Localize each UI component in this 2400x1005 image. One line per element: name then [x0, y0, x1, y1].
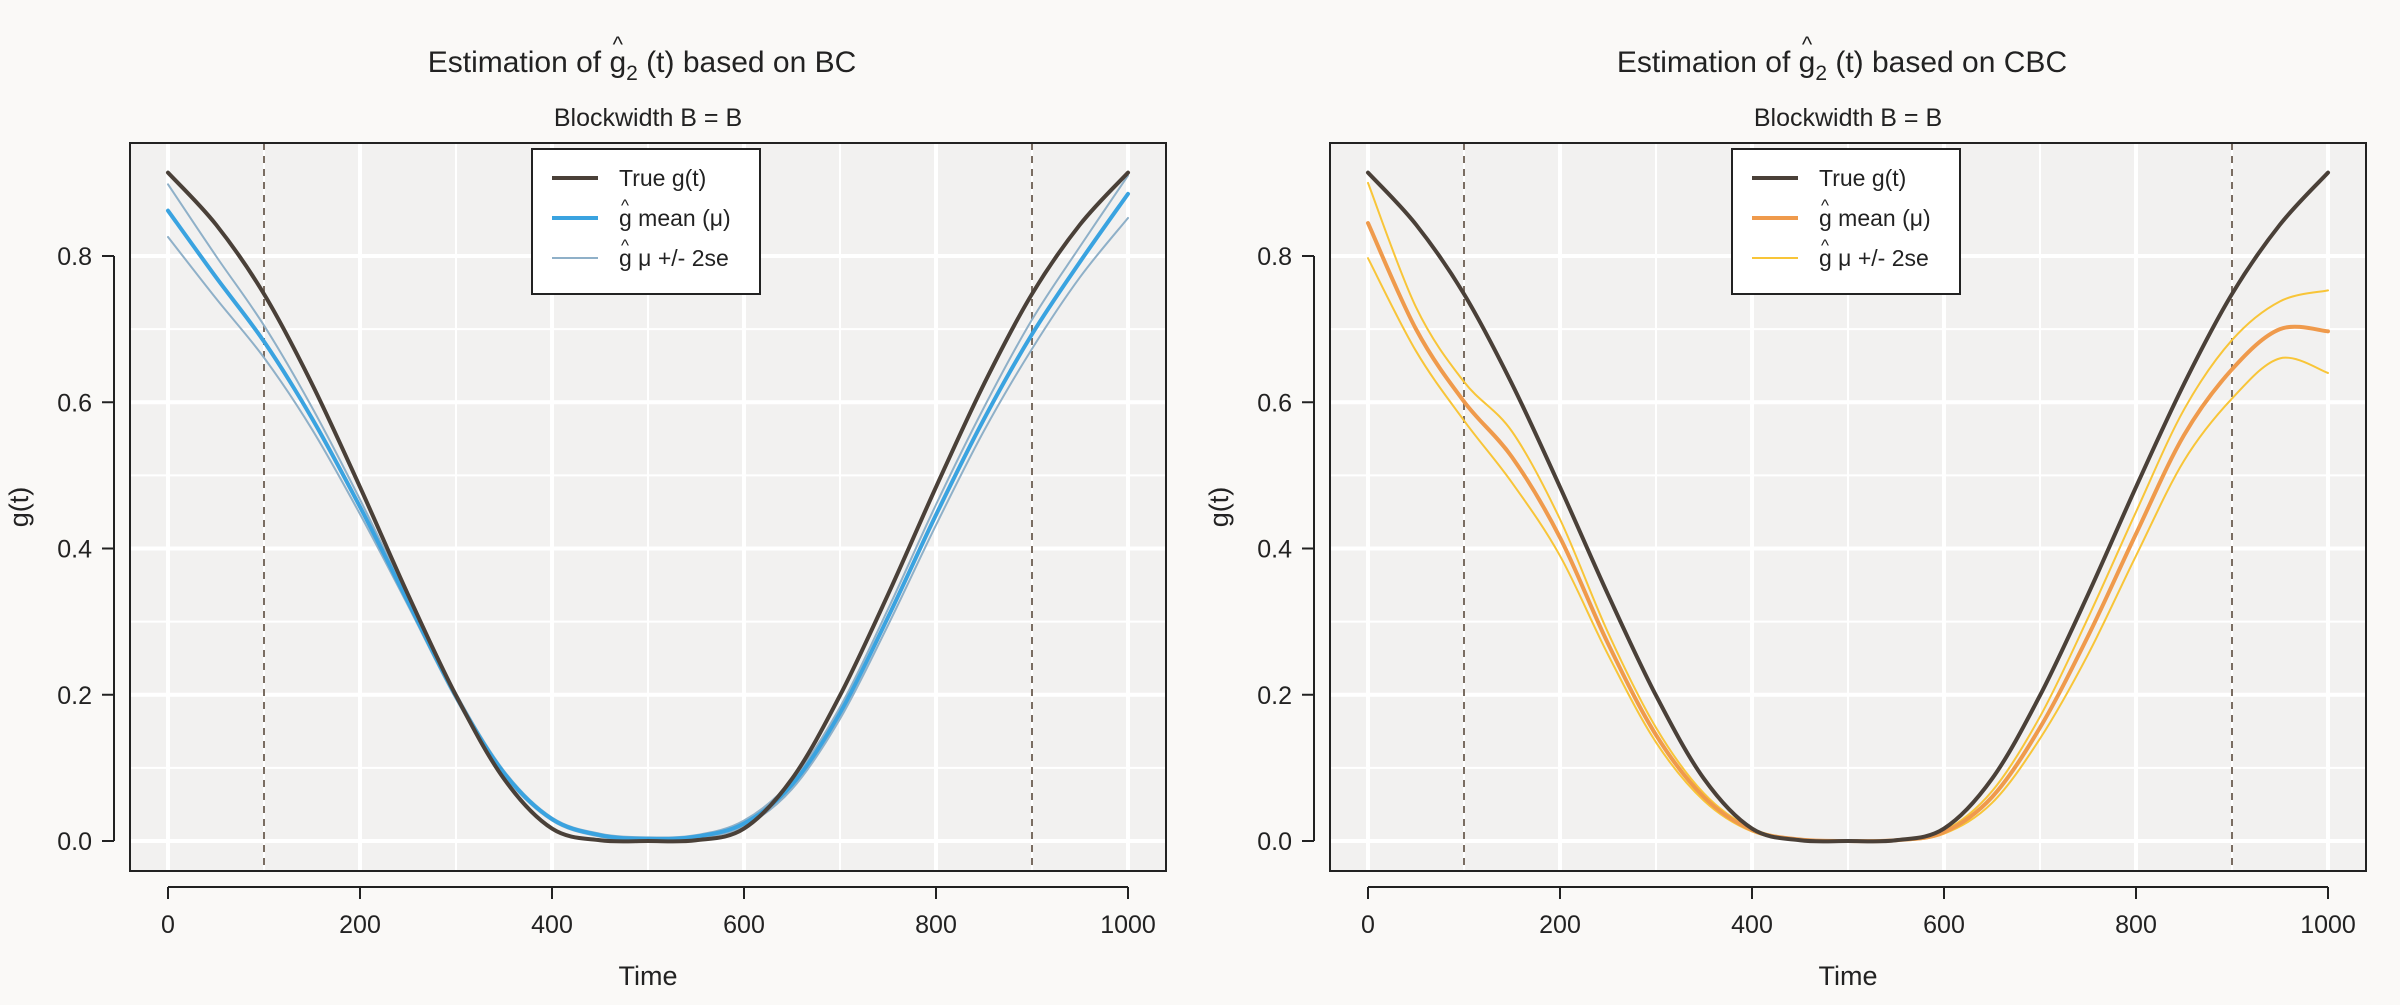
legend-label-1: True g(t)	[1819, 165, 1906, 191]
series-line-1	[166, 170, 1130, 844]
plot-border	[129, 142, 1167, 872]
y-tick-label: 0.2	[1257, 682, 1292, 710]
legend-hat-mark: ^	[621, 196, 629, 215]
legend-label-2: g mean (μ)	[619, 205, 731, 231]
y-tick-label: 0.0	[57, 828, 92, 856]
x-tick-label: 600	[1923, 911, 1965, 939]
y-tick-label: 0.0	[1257, 828, 1292, 856]
series-line-1	[1366, 170, 2330, 844]
x-tick-label: 400	[531, 911, 573, 939]
title-hat-mark: ^	[613, 32, 624, 57]
y-axis-label: g(t)	[4, 487, 34, 528]
chart-title: Estimation of g2 (t) based on BC	[428, 46, 857, 85]
y-axis-label: g(t)	[1204, 487, 1234, 528]
x-axis-label: Time	[619, 961, 678, 991]
plot-border	[1329, 142, 2367, 872]
legend: True g(t)g mean (μ)^g μ +/- 2se^	[531, 148, 761, 295]
legend-label-2: g mean (μ)	[1819, 205, 1931, 231]
y-tick-label: 0.8	[57, 243, 92, 271]
chart-panel-2: 0 200 400 600 800 1000 Time 0.0 0.2 0.4 0.6 0.8 g(t)…	[1204, 32, 2367, 991]
y-tick-label: 0.2	[57, 682, 92, 710]
legend-hat-mark: ^	[1821, 236, 1829, 255]
x-tick-label: 0	[1361, 911, 1375, 939]
x-tick-label: 800	[915, 911, 957, 939]
y-tick-label: 0.4	[1257, 536, 1292, 564]
y-tick-label: 0.8	[1257, 243, 1292, 271]
x-tick-label: 200	[339, 911, 381, 939]
x-tick-label: 0	[161, 911, 175, 939]
x-axis-label: Time	[1819, 961, 1878, 991]
chart-subtitle: Blockwidth B = B	[554, 104, 742, 132]
y-tick-label: 0.6	[57, 389, 92, 417]
x-tick-label: 400	[1731, 911, 1773, 939]
x-tick-label: 200	[1539, 911, 1581, 939]
x-tick-label: 800	[2115, 911, 2157, 939]
title-hat-mark: ^	[1802, 32, 1813, 57]
legend-box	[1731, 148, 1961, 295]
x-tick-label: 600	[723, 911, 765, 939]
chart-title: Estimation of g2 (t) based on CBC	[1617, 46, 2067, 85]
y-tick-label: 0.6	[1257, 389, 1292, 417]
legend-label-3: g μ +/- 2se	[1819, 245, 1929, 271]
chart-panel-1: 0 200 400 600 800 1000 Time 0.0 0.2 0.4 0.6 0.8 g(t)…	[4, 32, 1167, 991]
y-tick-label: 0.4	[57, 536, 92, 564]
legend-label-3: g μ +/- 2se	[619, 245, 729, 271]
legend: True g(t)g mean (μ)^g μ +/- 2se^	[1731, 148, 1961, 295]
legend-hat-mark: ^	[1821, 196, 1829, 215]
legend-hat-mark: ^	[621, 236, 629, 255]
x-tick-label: 1000	[1100, 911, 1156, 939]
legend-label-1: True g(t)	[619, 165, 706, 191]
legend-box	[531, 148, 761, 295]
chart-subtitle: Blockwidth B = B	[1754, 104, 1942, 132]
series-line-2	[166, 191, 1130, 841]
x-tick-label: 1000	[2300, 911, 2356, 939]
